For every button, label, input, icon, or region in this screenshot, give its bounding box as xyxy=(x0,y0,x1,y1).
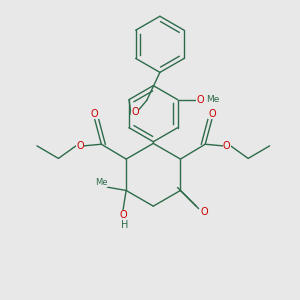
Text: O: O xyxy=(223,141,230,151)
Text: O: O xyxy=(196,94,204,105)
Text: H: H xyxy=(121,220,128,230)
Text: Me: Me xyxy=(95,178,108,187)
Text: O: O xyxy=(208,109,216,118)
Text: O: O xyxy=(91,109,99,118)
Text: O: O xyxy=(76,141,84,151)
Text: O: O xyxy=(131,107,139,117)
Text: Me: Me xyxy=(207,95,220,104)
Text: O: O xyxy=(201,207,208,217)
Text: O: O xyxy=(119,210,127,220)
